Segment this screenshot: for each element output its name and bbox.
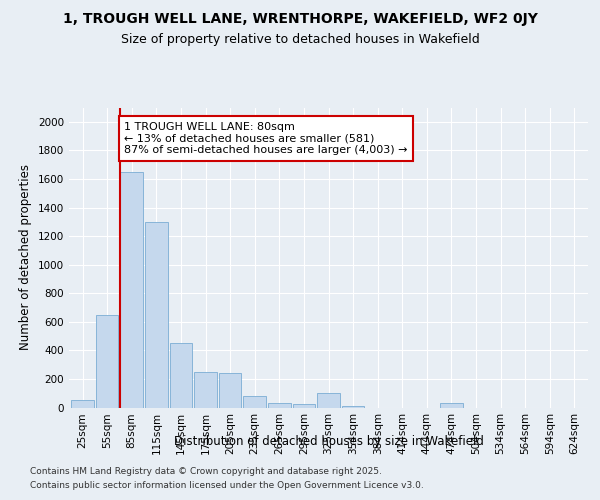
Bar bbox=[194, 372, 217, 408]
Bar bbox=[293, 404, 315, 407]
Bar bbox=[96, 314, 118, 408]
Text: Contains public sector information licensed under the Open Government Licence v3: Contains public sector information licen… bbox=[30, 481, 424, 490]
Bar bbox=[268, 403, 290, 407]
Bar bbox=[219, 373, 241, 408]
Text: 1, TROUGH WELL LANE, WRENTHORPE, WAKEFIELD, WF2 0JY: 1, TROUGH WELL LANE, WRENTHORPE, WAKEFIE… bbox=[62, 12, 538, 26]
Text: Size of property relative to detached houses in Wakefield: Size of property relative to detached ho… bbox=[121, 32, 479, 46]
Text: Distribution of detached houses by size in Wakefield: Distribution of detached houses by size … bbox=[174, 435, 484, 448]
Bar bbox=[317, 393, 340, 407]
Text: 1 TROUGH WELL LANE: 80sqm
← 13% of detached houses are smaller (581)
87% of semi: 1 TROUGH WELL LANE: 80sqm ← 13% of detac… bbox=[124, 122, 407, 155]
Bar bbox=[121, 172, 143, 408]
Y-axis label: Number of detached properties: Number of detached properties bbox=[19, 164, 32, 350]
Bar bbox=[71, 400, 94, 407]
Bar bbox=[145, 222, 167, 408]
Bar bbox=[170, 343, 192, 407]
Bar bbox=[440, 403, 463, 407]
Bar bbox=[342, 406, 364, 407]
Bar bbox=[244, 396, 266, 407]
Text: Contains HM Land Registry data © Crown copyright and database right 2025.: Contains HM Land Registry data © Crown c… bbox=[30, 468, 382, 476]
